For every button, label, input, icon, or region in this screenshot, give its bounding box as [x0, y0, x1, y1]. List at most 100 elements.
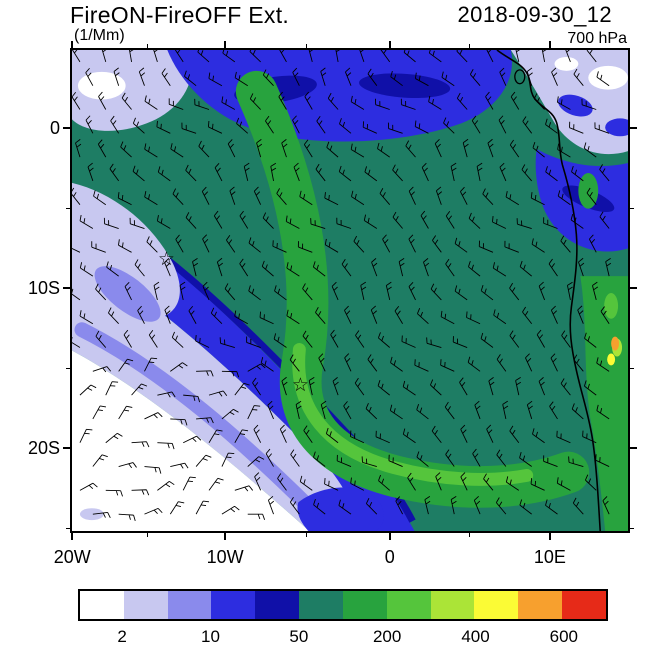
- wind-barb: [172, 188, 184, 206]
- wind-barb: [377, 142, 390, 158]
- wind-barb: [402, 428, 416, 444]
- wind-barb: [259, 311, 274, 325]
- wind-barb: [493, 309, 507, 325]
- wind-barb: [454, 237, 468, 253]
- wind-barb: [214, 163, 223, 182]
- wind-barb: [387, 122, 403, 134]
- wind-barb: [364, 166, 378, 182]
- lat-tick-label: 10S: [27, 278, 60, 299]
- wind-barb: [561, 330, 571, 348]
- wind-barb: [370, 305, 378, 324]
- lon-minor-tick: [306, 533, 308, 537]
- wind-barb: [260, 357, 274, 372]
- lat-minor-tick: [630, 367, 634, 369]
- wind-barb: [221, 96, 236, 110]
- wind-barb: [109, 163, 120, 182]
- wind-barb: [584, 332, 597, 348]
- wind-barb: [426, 337, 442, 348]
- wind-barb: [195, 500, 210, 515]
- wind-barb: [509, 282, 520, 301]
- wind-barb: [247, 513, 266, 520]
- wind-barb: [267, 495, 275, 515]
- wind-barb: [157, 391, 176, 398]
- wind-barb: [505, 191, 520, 206]
- wind-barb: [293, 162, 300, 182]
- wind-barb: [344, 353, 352, 372]
- wind-barb: [315, 163, 326, 182]
- wind-barb: [131, 383, 148, 396]
- wind-barb: [466, 311, 481, 325]
- wind-barb: [79, 214, 94, 229]
- plot-title: FireON-FireOFF Ext.: [70, 2, 290, 28]
- wind-barb: [532, 428, 545, 444]
- wind-barb: [196, 370, 214, 377]
- wind-barb: [202, 281, 210, 301]
- colorbar-cell: [474, 591, 519, 619]
- wind-barb: [592, 281, 599, 301]
- wind-barb: [153, 281, 160, 301]
- wind-barb: [110, 115, 120, 134]
- wind-barb: [541, 50, 547, 62]
- wind-barb: [248, 237, 261, 253]
- wind-barb: [170, 462, 189, 469]
- wind-barb: [210, 307, 223, 325]
- contour-region-level-3: [94, 266, 161, 322]
- wind-barb: [435, 186, 443, 205]
- wind-barb: [487, 138, 494, 158]
- wind-barb: [144, 507, 163, 515]
- wind-barb: [543, 217, 558, 229]
- wind-barb: [118, 239, 132, 253]
- wind-barb: [456, 50, 468, 63]
- wind-barb: [441, 71, 455, 87]
- wind-barb: [324, 478, 339, 491]
- wind-barb: [350, 143, 365, 158]
- wind-barb: [222, 50, 236, 63]
- contour-region-level-8: [292, 343, 534, 486]
- wind-barb: [445, 258, 455, 277]
- lon-minor-tick: [146, 44, 148, 48]
- lat-major-tick: [630, 447, 637, 450]
- wind-barb: [221, 370, 240, 378]
- wind-barb: [402, 380, 416, 396]
- wind-barb: [144, 191, 158, 206]
- wind-barb: [278, 91, 287, 110]
- colorbar-cell: [255, 591, 300, 619]
- lon-tick-label: 10E: [533, 547, 566, 567]
- wind-barb: [600, 306, 610, 324]
- wind-barb: [292, 67, 300, 86]
- wind-barb: [351, 190, 365, 206]
- wind-barb: [577, 305, 584, 324]
- wind-barb: [355, 330, 365, 348]
- wind-barb: [478, 240, 494, 253]
- wind-barb: [308, 376, 315, 396]
- contour-region-level-2: [72, 50, 193, 131]
- wind-barb: [118, 358, 134, 372]
- wind-barb: [194, 98, 210, 110]
- contour-region-level-5: [359, 73, 451, 98]
- wind-barb: [560, 378, 571, 396]
- colorbar-cell: [430, 591, 475, 619]
- contour-region-level-1: [77, 71, 126, 100]
- wind-barb: [124, 281, 132, 301]
- wind-barb: [262, 69, 274, 87]
- wind-barb: [496, 354, 507, 372]
- wind-barb: [550, 305, 558, 324]
- wind-barb: [492, 262, 507, 277]
- lon-major-tick: [71, 41, 74, 48]
- wind-barb: [440, 359, 455, 372]
- lon-minor-tick: [146, 533, 148, 537]
- lon-major-tick: [224, 41, 227, 48]
- wind-barb: [196, 417, 214, 424]
- wind-barb: [519, 452, 532, 467]
- wind-barb: [354, 377, 365, 396]
- wind-barb: [249, 93, 261, 110]
- wind-barb: [221, 505, 240, 515]
- wind-barb: [170, 362, 188, 372]
- wind-barb: [545, 499, 558, 515]
- wind-barb: [134, 259, 145, 277]
- wind-barb: [79, 384, 97, 396]
- wind-barb: [602, 496, 610, 515]
- wind-barb: [105, 489, 123, 497]
- wind-barb: [430, 283, 442, 301]
- colorbar-cell: [211, 591, 256, 619]
